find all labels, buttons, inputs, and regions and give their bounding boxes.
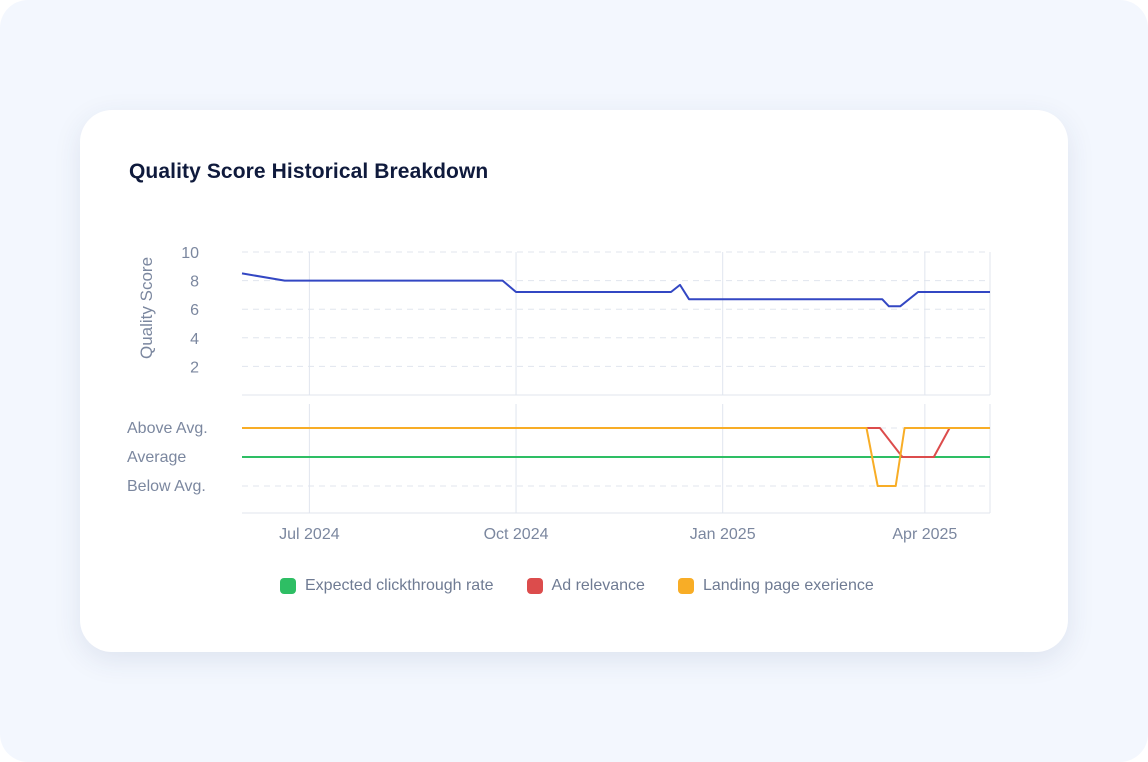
y-axis-title: Quality Score	[137, 257, 156, 359]
chart-card: Quality Score Historical Breakdown	[80, 110, 1068, 652]
y-category-label: Above Avg.	[127, 420, 208, 437]
legend-swatch-ad-relevance	[526, 578, 543, 594]
series-line-quality-score	[241, 272, 990, 308]
series-line-landing-page	[242, 427, 990, 487]
series-line-ad-relevance	[242, 427, 990, 458]
legend-swatch-ctr	[280, 578, 296, 594]
legend-label-ad-relevance: Ad relevance	[551, 577, 645, 594]
legend-item-ad-relevance[interactable]: Ad relevance	[526, 577, 645, 595]
y-tick-label: 8	[190, 274, 199, 291]
legend-swatch-landing-page	[677, 578, 694, 594]
y-tick-label: 4	[190, 331, 199, 348]
chart-title: Quality Score Historical Breakdown	[129, 160, 489, 183]
legend-item-landing-page[interactable]: Landing page exerience	[677, 577, 874, 595]
y-category-label: Below Avg.	[127, 478, 206, 495]
y-tick-label: 10	[181, 245, 199, 262]
x-tick-label: Jan 2025	[690, 526, 756, 543]
series-layer	[241, 272, 990, 487]
legend-item-ctr[interactable]: Expected clickthrough rate	[280, 577, 494, 595]
chart-legend: Expected clickthrough rate Ad relevance …	[280, 575, 907, 597]
x-tick-label: Oct 2024	[484, 526, 549, 543]
x-tick-label: Apr 2025	[892, 526, 957, 543]
legend-label-ctr: Expected clickthrough rate	[305, 577, 494, 594]
y-tick-label: 6	[190, 302, 199, 319]
y-category-label: Average	[127, 449, 186, 466]
legend-label-landing-page: Landing page exerience	[702, 577, 874, 594]
axis-label-layer: 2 4 6 8 10 Above Avg. Average Below Avg. Jul 202…	[127, 245, 957, 543]
x-tick-label: Jul 2024	[279, 526, 340, 543]
y-tick-label: 2	[190, 359, 199, 376]
